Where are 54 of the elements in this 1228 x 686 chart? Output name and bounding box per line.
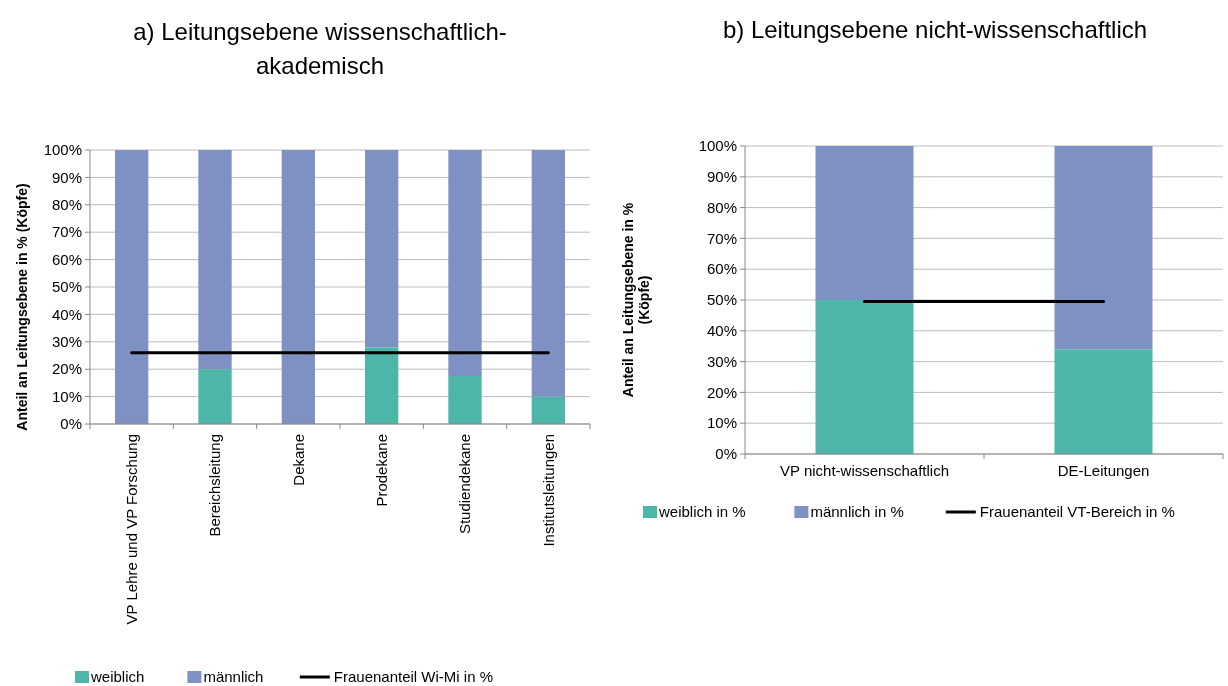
y-tick-label: 20% <box>51 360 82 378</box>
bar <box>198 150 232 370</box>
bar <box>1054 349 1153 454</box>
y-tick-label: 30% <box>51 333 82 351</box>
legend-label: weiblich <box>90 668 145 686</box>
y-tick-label: 40% <box>51 305 82 323</box>
x-tick-label: VP Lehre und VP Forschung <box>122 434 140 625</box>
y-tick-label: 80% <box>51 196 82 214</box>
y-tick-label: 10% <box>51 387 82 405</box>
legend-label: männlich in % <box>810 503 904 521</box>
x-tick-label: Studiendekane <box>456 434 474 535</box>
y-tick-label: 100% <box>43 141 82 159</box>
x-tick-label: DE-Leitungen <box>1057 462 1150 479</box>
bar <box>815 300 914 454</box>
bar <box>365 150 399 348</box>
y-tick-label: 70% <box>51 223 82 241</box>
bar <box>448 376 482 424</box>
chart-title: b) Leitungsebene nicht-wissenschaftlich <box>722 16 1148 43</box>
x-tick-label: VP nicht-wissenschaftlich <box>780 462 949 479</box>
y-tick-label: 100% <box>698 137 737 155</box>
y-tick-label: 60% <box>51 250 82 268</box>
x-tick-label: Prodekane <box>372 434 390 507</box>
legend-label: männlich <box>203 668 264 686</box>
y-tick-label: 20% <box>706 383 737 401</box>
y-axis-title: Anteil an Leitungsebene in % (Köpfe) <box>13 183 30 431</box>
bar <box>198 369 232 424</box>
bar <box>115 150 149 424</box>
legend-label: Frauenanteil Wi-Mi in % <box>333 668 494 686</box>
y-tick-label: 30% <box>706 352 737 370</box>
y-tick-label: 10% <box>706 414 737 432</box>
y-tick-label: 90% <box>51 168 82 186</box>
x-tick-label: Dekane <box>289 434 307 486</box>
bar <box>448 150 482 377</box>
y-tick-label: 0% <box>715 445 737 463</box>
bar <box>365 347 399 424</box>
bar <box>531 150 565 397</box>
bar <box>281 150 315 424</box>
y-axis-title: Anteil an Leitungsebene in % (Köpfe) <box>619 202 653 398</box>
y-tick-label: 60% <box>706 260 737 278</box>
bar <box>815 146 914 300</box>
y-tick-label: 0% <box>60 415 82 433</box>
y-tick-label: 40% <box>706 322 737 340</box>
y-tick-label: 90% <box>706 168 737 186</box>
x-tick-label: Institutsleitungen <box>539 434 557 547</box>
chart-title: a) Leitungsebene wissenschaftlich-akademisch <box>133 18 507 79</box>
legend-label: weiblich in % <box>658 503 746 521</box>
y-tick-label: 50% <box>706 291 737 309</box>
x-tick-label: Bereichsleitung <box>206 434 224 537</box>
y-tick-label: 80% <box>706 198 737 216</box>
legend-label: Frauenanteil VT-Bereich in % <box>979 503 1175 521</box>
bar <box>531 396 565 424</box>
bar <box>1054 146 1153 350</box>
y-tick-label: 50% <box>51 278 82 296</box>
y-tick-label: 70% <box>706 229 737 247</box>
